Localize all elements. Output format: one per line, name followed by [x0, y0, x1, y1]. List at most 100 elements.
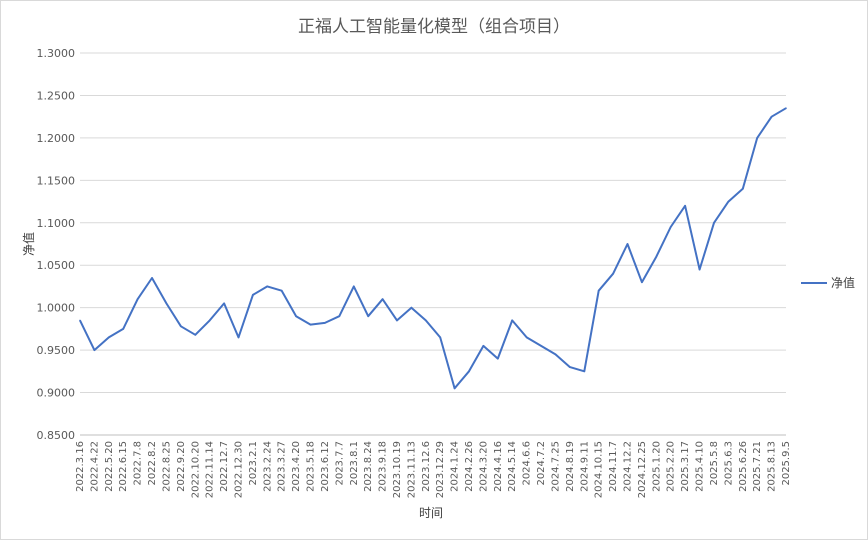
x-tick-label: 2025.8.13: [767, 441, 778, 492]
data-point: [208, 319, 211, 322]
x-tick-label: 2023.2.1: [248, 441, 259, 486]
y-tick-label: 1.3000: [37, 47, 76, 60]
x-tick-label: 2024.6.6: [522, 441, 533, 486]
y-tick-label: 1.1500: [37, 174, 76, 187]
data-point: [266, 285, 269, 288]
x-tick-label: 2024.12.25: [637, 441, 648, 498]
data-point: [252, 294, 254, 296]
data-point: [93, 349, 96, 351]
x-tick-label: 2024.12.2: [623, 441, 634, 492]
data-point: [612, 272, 614, 275]
x-tick-label: 2023.12.6: [421, 441, 432, 492]
x-tick-label: 2025.6.3: [723, 441, 734, 486]
y-tick-label: 1.0000: [37, 302, 76, 315]
data-point: [655, 255, 658, 258]
x-tick-label: 2024.11.7: [608, 441, 619, 492]
x-tick-label: 2023.7.7: [334, 441, 345, 486]
x-tick-label: 2023.10.19: [392, 441, 403, 498]
x-axis-ticks: 2022.3.16 2022.4.22 2022.5.20 2022.6.15 2022…: [75, 441, 792, 498]
data-point: [626, 243, 629, 245]
x-tick-label: 2023.2.24: [262, 441, 273, 492]
data-point: [425, 319, 427, 322]
x-tick-label: 2025.9.5: [781, 441, 792, 486]
data-point: [742, 188, 744, 190]
x-tick-label: 2024.1.24: [450, 441, 461, 492]
data-point: [410, 306, 413, 309]
data-point: [180, 325, 182, 328]
y-tick-label: 0.9000: [37, 387, 76, 400]
grid-lines: [80, 52, 786, 436]
x-tick-label: 2024.9.11: [579, 441, 590, 492]
x-tick-label: 2022.10.20: [190, 441, 201, 498]
data-point: [108, 336, 110, 339]
x-tick-label: 2024.3.20: [478, 441, 489, 492]
x-tick-label: 2023.12.29: [435, 441, 446, 498]
data-point: [727, 200, 730, 203]
x-tick-label: 2022.5.20: [104, 441, 115, 492]
data-point: [756, 137, 758, 139]
series-lines: [79, 107, 787, 390]
data-point: [569, 366, 571, 368]
x-tick-label: 2023.5.18: [306, 441, 317, 492]
y-tick-label: 1.2500: [37, 89, 76, 102]
x-tick-label: 2025.3.17: [680, 441, 691, 492]
x-tick-label: 2025.5.8: [709, 441, 720, 486]
y-tick-label: 1.2000: [37, 132, 76, 145]
x-tick-label: 2022.8.2: [147, 441, 158, 486]
data-point: [338, 315, 341, 318]
data-point: [439, 336, 442, 339]
x-tick-label: 2024.7.2: [536, 441, 547, 486]
y-axis-title: 净值: [21, 232, 36, 256]
data-point: [194, 334, 197, 336]
data-point: [381, 298, 384, 301]
x-tick-label: 2023.8.24: [363, 441, 374, 492]
x-tick-label: 2023.8.1: [349, 441, 360, 486]
data-point: [713, 222, 715, 224]
x-tick-label: 2022.11.14: [205, 441, 216, 498]
data-point: [511, 319, 513, 322]
chart-title: 正福人工智能量化模型（组合项目）: [298, 17, 570, 37]
data-point: [669, 226, 672, 228]
x-tick-label: 2024.5.14: [507, 441, 518, 492]
y-tick-label: 0.9500: [37, 344, 76, 357]
data-point: [770, 115, 773, 118]
data-point: [353, 285, 355, 288]
data-point: [79, 319, 81, 322]
y-axis-ticks: 0.8500 0.9000 0.9500 1.0000 1.0500 1.1000 1.15…: [37, 47, 76, 442]
y-tick-label: 0.8500: [37, 429, 76, 442]
data-point: [309, 323, 312, 326]
data-point: [684, 205, 686, 207]
data-point: [122, 328, 124, 330]
x-tick-label: 2022.3.16: [75, 441, 86, 492]
data-point: [136, 298, 139, 301]
data-point: [453, 387, 456, 390]
x-tick-label: 2025.4.10: [695, 441, 706, 492]
data-point: [237, 336, 240, 339]
x-tick-label: 2024.4.16: [493, 441, 504, 492]
x-tick-label: 2024.10.15: [594, 441, 605, 498]
x-tick-label: 2024.2.26: [464, 441, 475, 492]
data-point: [597, 289, 600, 292]
x-tick-label: 2024.7.25: [550, 441, 561, 492]
data-point: [554, 353, 557, 356]
data-point: [324, 322, 326, 324]
series-line: [79, 107, 787, 390]
x-tick-label: 2022.9.20: [176, 441, 187, 492]
x-tick-label: 2023.9.18: [378, 441, 389, 492]
data-point: [785, 107, 787, 109]
x-tick-label: 2023.6.12: [320, 441, 331, 492]
data-point: [165, 302, 168, 305]
x-tick-label: 2022.4.22: [89, 441, 100, 492]
x-tick-label: 2024.8.19: [565, 441, 576, 492]
x-tick-label: 2022.8.25: [161, 441, 172, 492]
x-tick-label: 2025.6.26: [738, 441, 749, 492]
y-tick-label: 1.1000: [37, 217, 76, 230]
data-point: [482, 345, 485, 347]
x-tick-label: 2022.7.8: [133, 441, 144, 486]
legend: 净值: [801, 275, 855, 290]
data-point: [280, 289, 283, 292]
x-tick-label: 2022.12.7: [219, 441, 230, 492]
data-point: [497, 357, 499, 360]
